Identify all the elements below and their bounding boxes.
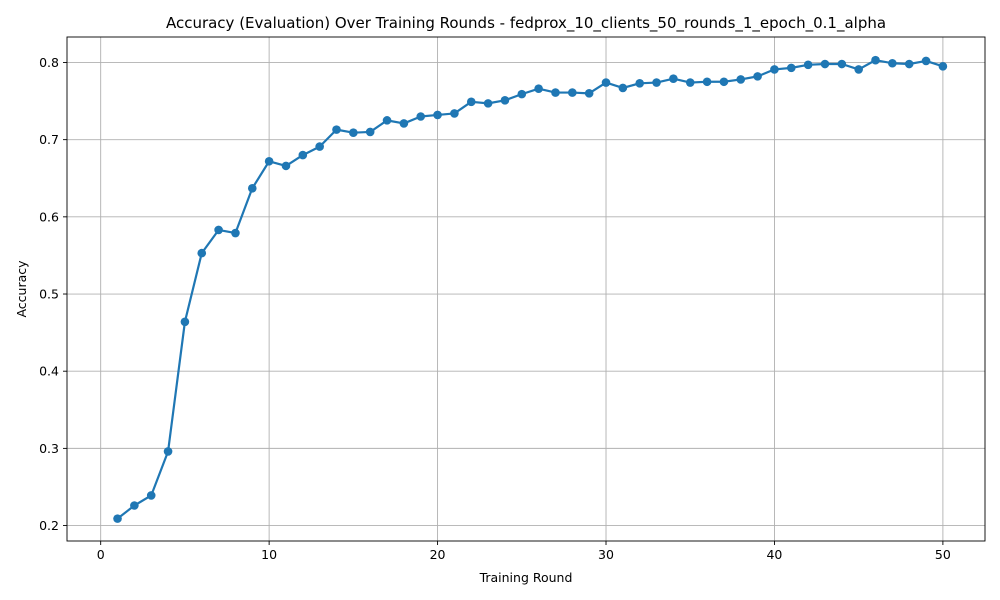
grid-layer <box>67 37 985 541</box>
data-point <box>332 125 341 134</box>
data-point <box>416 112 426 121</box>
data-point <box>281 161 291 171</box>
x-tick-label: 20 <box>430 547 446 562</box>
data-point <box>568 88 577 97</box>
data-point <box>483 99 493 108</box>
series-line <box>116 59 944 520</box>
y-tick-label: 0.6 <box>39 209 59 224</box>
data-point <box>433 110 442 120</box>
data-point <box>163 447 173 456</box>
data-point <box>719 77 729 87</box>
data-point <box>399 119 409 128</box>
data-point <box>736 75 746 84</box>
data-point <box>517 89 527 99</box>
data-point <box>770 65 779 74</box>
data-point <box>180 317 190 327</box>
data-point <box>888 58 897 68</box>
data-point <box>298 150 308 160</box>
y-tick-label: 0.8 <box>39 55 59 70</box>
data-point <box>113 514 122 523</box>
y-tick-label: 0.5 <box>39 287 59 302</box>
data-point <box>837 59 847 69</box>
y-tick-label: 0.2 <box>39 518 59 533</box>
data-point <box>601 78 611 87</box>
data-point <box>685 78 695 87</box>
x-tick-label: 50 <box>935 547 951 562</box>
data-point <box>652 78 661 87</box>
data-point <box>753 72 762 81</box>
x-tick-label: 0 <box>97 547 105 562</box>
data-point <box>635 79 644 88</box>
data-point <box>551 88 560 97</box>
y-axis-label: Accuracy <box>14 260 29 318</box>
data-point <box>786 63 796 73</box>
data-point <box>231 228 240 238</box>
data-point <box>669 74 678 83</box>
x-tick-label: 40 <box>766 547 782 562</box>
data-point <box>534 84 543 94</box>
data-point <box>365 127 375 137</box>
x-axis-label: Training Round <box>479 570 573 585</box>
data-point <box>803 60 813 70</box>
chart-title: Accuracy (Evaluation) Over Training Roun… <box>166 14 886 33</box>
data-point <box>197 248 207 258</box>
y-tick-label: 0.7 <box>39 132 59 147</box>
data-point <box>702 77 712 87</box>
data-point <box>214 225 223 235</box>
x-tick-label: 30 <box>598 547 614 562</box>
data-point <box>466 97 476 107</box>
data-point <box>382 116 392 125</box>
data-point <box>315 142 324 151</box>
data-point <box>450 109 459 118</box>
data-point <box>264 156 274 166</box>
data-point <box>820 59 830 69</box>
data-point <box>871 55 880 65</box>
data-point <box>618 83 628 93</box>
data-point <box>904 59 914 69</box>
data-point <box>247 183 257 193</box>
series-layer <box>113 55 948 523</box>
y-tick-label: 0.4 <box>39 364 59 379</box>
data-point <box>500 95 510 105</box>
data-point <box>130 501 139 510</box>
x-tick-label: 10 <box>261 547 277 562</box>
data-point <box>921 56 931 66</box>
data-point <box>146 491 156 500</box>
y-tick-label: 0.3 <box>39 441 59 456</box>
tick-layer: 0 10 20 30 40 50 0.2 0.3 0.4 0.5 0.6 0.7 0.8 <box>39 55 951 562</box>
data-point <box>938 62 948 71</box>
data-point <box>584 89 594 98</box>
data-point <box>349 128 358 138</box>
data-point <box>854 65 863 74</box>
plot-frame <box>66 36 986 542</box>
